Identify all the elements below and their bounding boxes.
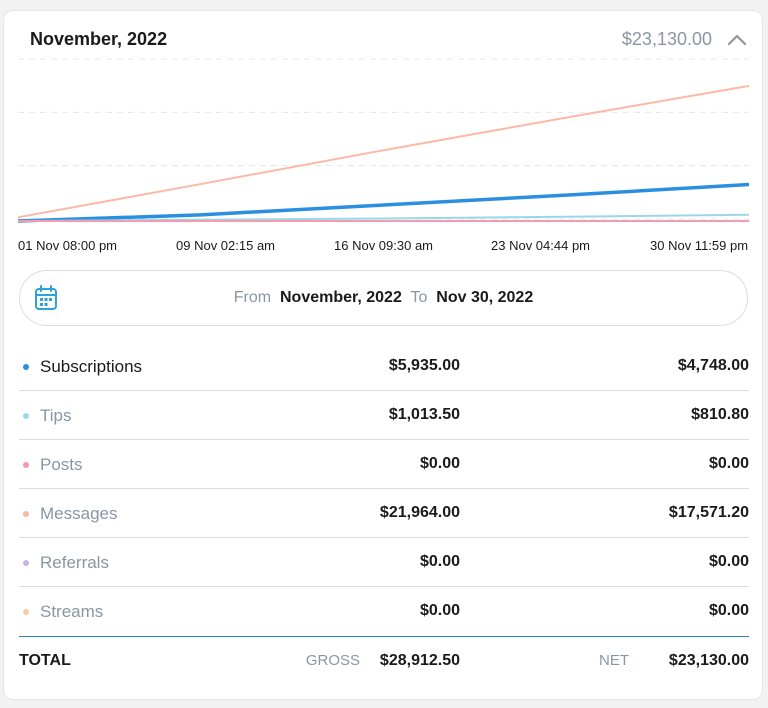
row-net: $17,571.20 bbox=[668, 504, 749, 521]
gross-label: GROSS bbox=[305, 652, 360, 669]
from-value: November, 2022 bbox=[280, 289, 402, 306]
calendar-icon[interactable] bbox=[34, 285, 58, 311]
earnings-chart bbox=[17, 58, 750, 223]
row-gross: $5,935.00 bbox=[388, 357, 460, 374]
period-title: November, 2022 bbox=[30, 29, 168, 49]
gross-total: $28,912.50 bbox=[379, 652, 460, 669]
from-label: From bbox=[233, 289, 272, 306]
row-gross: $0.00 bbox=[419, 455, 460, 472]
period-total: $23,130.00 bbox=[621, 29, 712, 49]
totals-row: TOTAL GROSS $28,912.50 NET $23,130.00 bbox=[19, 637, 749, 686]
row-subscriptions[interactable]: Subscriptions $5,935.00 $4,748.00 bbox=[19, 342, 749, 391]
row-gross: $0.00 bbox=[419, 553, 460, 570]
row-net: $0.00 bbox=[708, 602, 749, 619]
row-net: $810.80 bbox=[691, 406, 749, 423]
earnings-card: November, 2022 $23,130.00 01 Nov 08:00 p… bbox=[3, 10, 763, 700]
to-value: Nov 30, 2022 bbox=[436, 289, 534, 306]
x-tick-label: 09 Nov 02:15 am bbox=[176, 238, 276, 253]
row-label: Tips bbox=[40, 406, 72, 425]
divider bbox=[19, 636, 749, 637]
legend-dot bbox=[23, 511, 29, 517]
legend-dot bbox=[23, 609, 29, 615]
legend-dot bbox=[23, 364, 29, 370]
x-tick-label: 01 Nov 08:00 pm bbox=[18, 238, 118, 253]
row-streams[interactable]: Streams $0.00 $0.00 bbox=[19, 587, 749, 636]
row-referrals[interactable]: Referrals $0.00 $0.00 bbox=[19, 538, 749, 587]
legend-dot bbox=[23, 413, 29, 419]
legend-dot bbox=[23, 462, 29, 468]
legend-dot bbox=[23, 560, 29, 566]
total-label: TOTAL bbox=[19, 652, 71, 669]
row-label: Posts bbox=[40, 455, 83, 474]
row-label: Messages bbox=[40, 504, 118, 523]
x-tick-label: 30 Nov 11:59 pm bbox=[650, 238, 749, 253]
x-tick-label: 16 Nov 09:30 am bbox=[334, 238, 434, 253]
series-line-messages bbox=[17, 84, 750, 219]
row-label: Streams bbox=[40, 602, 104, 621]
row-posts[interactable]: Posts $0.00 $0.00 bbox=[19, 440, 749, 489]
series-line-subscriptions bbox=[17, 182, 750, 223]
row-net: $0.00 bbox=[708, 553, 749, 570]
row-gross: $21,964.00 bbox=[379, 504, 460, 521]
row-messages[interactable]: Messages $21,964.00 $17,571.20 bbox=[19, 489, 749, 538]
row-gross: $1,013.50 bbox=[388, 406, 460, 423]
chevron-up-icon[interactable] bbox=[726, 30, 748, 50]
x-tick-label: 23 Nov 04:44 pm bbox=[491, 238, 591, 253]
row-label: Referrals bbox=[40, 553, 109, 572]
to-label: To bbox=[410, 289, 428, 306]
row-net: $0.00 bbox=[708, 455, 749, 472]
row-label: Subscriptions bbox=[40, 357, 143, 376]
row-tips[interactable]: Tips $1,013.50 $810.80 bbox=[19, 391, 749, 440]
row-gross: $0.00 bbox=[419, 602, 460, 619]
net-total: $23,130.00 bbox=[668, 652, 749, 669]
net-label: NET bbox=[599, 652, 629, 669]
date-range-selector[interactable]: From November, 2022 To Nov 30, 2022 bbox=[19, 270, 748, 326]
row-net: $4,748.00 bbox=[677, 357, 749, 374]
